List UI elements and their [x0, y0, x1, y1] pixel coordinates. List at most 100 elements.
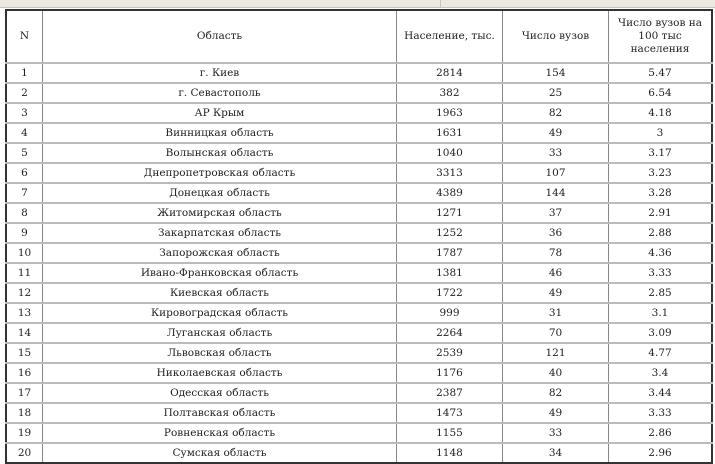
header-per-100k: Число вузов на 100 тыс населения	[608, 9, 713, 64]
cell-n: 15	[5, 342, 43, 364]
cell-population: 2814	[396, 62, 503, 84]
cell-region: Закарпатская область	[42, 222, 397, 244]
cell-per-100k: 3.23	[608, 162, 713, 184]
cell-region: Запорожская область	[42, 242, 397, 264]
cell-per-100k: 2.88	[608, 222, 713, 244]
cell-region: Житомирская область	[42, 202, 397, 224]
cell-region: Киевская область	[42, 282, 397, 304]
cell-universities: 107	[502, 162, 609, 184]
cell-population: 1473	[396, 402, 503, 424]
table-row: 14 Луганская область 2264 70 3.09	[5, 322, 713, 344]
table-row: 13 Кировоградская область 999 31 3.1	[5, 302, 713, 324]
cell-per-100k: 2.96	[608, 442, 713, 464]
cell-region: Винницкая область	[42, 122, 397, 144]
table-body: 1 г. Киев 2814 154 5.47 2 г. Севастополь 382 25 6…	[5, 62, 713, 464]
cell-region: Николаевская область	[42, 362, 397, 384]
cell-region: Донецкая область	[42, 182, 397, 204]
cell-population: 1787	[396, 242, 503, 264]
cell-universities: 31	[502, 302, 609, 324]
cell-universities: 49	[502, 402, 609, 424]
cell-region: Волынская область	[42, 142, 397, 164]
cell-population: 3313	[396, 162, 503, 184]
cell-population: 1963	[396, 102, 503, 124]
cell-per-100k: 6.54	[608, 82, 713, 104]
cell-per-100k: 3.33	[608, 262, 713, 284]
cell-region: г. Севастополь	[42, 82, 397, 104]
cell-per-100k: 4.36	[608, 242, 713, 264]
cell-region: г. Киев	[42, 62, 397, 84]
cell-region: Ивано-Франковская область	[42, 262, 397, 284]
cell-per-100k: 3.1	[608, 302, 713, 324]
cell-n: 1	[5, 62, 43, 84]
cell-per-100k: 3.09	[608, 322, 713, 344]
cell-region: Одесская область	[42, 382, 397, 404]
cell-per-100k: 3	[608, 122, 713, 144]
cell-per-100k: 3.44	[608, 382, 713, 404]
table-row: 2 г. Севастополь 382 25 6.54	[5, 82, 713, 104]
cell-n: 10	[5, 242, 43, 264]
cell-population: 1271	[396, 202, 503, 224]
table-row: 1 г. Киев 2814 154 5.47	[5, 62, 713, 84]
window-top-strip	[0, 0, 715, 8]
table-row: 19 Ровненская область 1155 33 2.86	[5, 422, 713, 444]
cell-n: 9	[5, 222, 43, 244]
table-row: 6 Днепропетровская область 3313 107 3.23	[5, 162, 713, 184]
table-row: 10 Запорожская область 1787 78 4.36	[5, 242, 713, 264]
cell-population: 999	[396, 302, 503, 324]
cell-n: 17	[5, 382, 43, 404]
header-n: N	[5, 9, 43, 64]
cell-population: 1631	[396, 122, 503, 144]
cell-universities: 49	[502, 282, 609, 304]
table-row: 17 Одесская область 2387 82 3.44	[5, 382, 713, 404]
cell-population: 1252	[396, 222, 503, 244]
cell-population: 2264	[396, 322, 503, 344]
cell-per-100k: 3.33	[608, 402, 713, 424]
cell-universities: 34	[502, 442, 609, 464]
cell-per-100k: 2.91	[608, 202, 713, 224]
cell-n: 5	[5, 142, 43, 164]
cell-population: 1155	[396, 422, 503, 444]
cell-n: 20	[5, 442, 43, 464]
cell-n: 8	[5, 202, 43, 224]
cell-population: 382	[396, 82, 503, 104]
cell-region: Полтавская область	[42, 402, 397, 424]
cell-per-100k: 2.86	[608, 422, 713, 444]
cell-population: 1722	[396, 282, 503, 304]
cell-population: 2387	[396, 382, 503, 404]
cell-per-100k: 2.85	[608, 282, 713, 304]
cell-n: 3	[5, 102, 43, 124]
table-row: 20 Сумская область 1148 34 2.96	[5, 442, 713, 464]
cell-region: Днепропетровская область	[42, 162, 397, 184]
table-row: 18 Полтавская область 1473 49 3.33	[5, 402, 713, 424]
cell-n: 13	[5, 302, 43, 324]
table-row: 8 Житомирская область 1271 37 2.91	[5, 202, 713, 224]
cell-n: 18	[5, 402, 43, 424]
cell-n: 7	[5, 182, 43, 204]
cell-universities: 46	[502, 262, 609, 284]
cell-region: Кировоградская область	[42, 302, 397, 324]
header-universities: Число вузов	[502, 9, 609, 64]
cell-n: 19	[5, 422, 43, 444]
table-row: 5 Волынская область 1040 33 3.17	[5, 142, 713, 164]
cell-n: 6	[5, 162, 43, 184]
table-row: 3 АР Крым 1963 82 4.18	[5, 102, 713, 124]
cell-per-100k: 3.17	[608, 142, 713, 164]
table-row: 9 Закарпатская область 1252 36 2.88	[5, 222, 713, 244]
cell-region: Ровненская область	[42, 422, 397, 444]
cell-n: 12	[5, 282, 43, 304]
cell-universities: 36	[502, 222, 609, 244]
cell-universities: 40	[502, 362, 609, 384]
cell-n: 14	[5, 322, 43, 344]
divider	[440, 0, 441, 7]
table-row: 12 Киевская область 1722 49 2.85	[5, 282, 713, 304]
cell-per-100k: 3.28	[608, 182, 713, 204]
cell-universities: 82	[502, 102, 609, 124]
cell-per-100k: 4.18	[608, 102, 713, 124]
cell-n: 16	[5, 362, 43, 384]
cell-per-100k: 5.47	[608, 62, 713, 84]
cell-universities: 37	[502, 202, 609, 224]
cell-per-100k: 4.77	[608, 342, 713, 364]
cell-universities: 33	[502, 142, 609, 164]
cell-population: 1381	[396, 262, 503, 284]
cell-population: 4389	[396, 182, 503, 204]
